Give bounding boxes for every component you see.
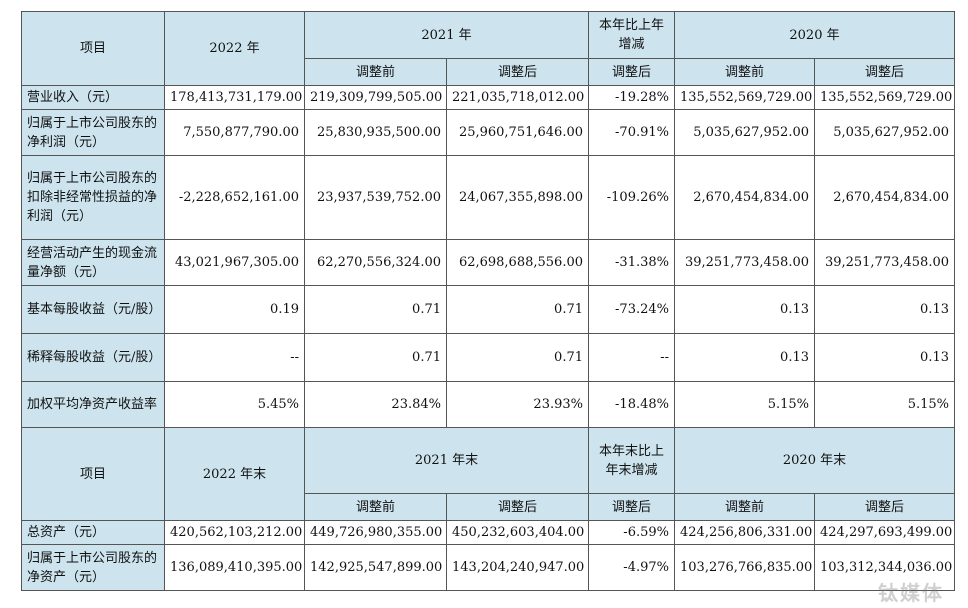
header-2021-end: 2021 年末 <box>304 427 589 494</box>
cell-2022: 0.19 <box>164 285 305 334</box>
header-2020-after: 调整后 <box>814 58 955 86</box>
cell-2021-before: 142,925,547,899.00 <box>304 544 447 591</box>
cell-2022: 420,562,103,212.00 <box>164 520 305 545</box>
header-2020-end: 2020 年末 <box>674 427 955 494</box>
header-2022-end: 2022 年末 <box>164 427 305 521</box>
financial-table: 项目 2022 年 2021 年 本年比上年增减 2020 年 调整前 调整后 … <box>21 11 955 591</box>
cell-2021-before: 23,937,539,752.00 <box>304 155 447 240</box>
header-row-2: 项目 2022 年末 2021 年末 本年末比上年末增减 2020 年末 <box>21 427 955 521</box>
header-2020: 2020 年 <box>674 11 955 59</box>
cell-2020-before: 424,256,806,331.00 <box>674 520 815 545</box>
cell-change: -18.48% <box>588 381 675 428</box>
cell-2020-after: 39,251,773,458.00 <box>814 239 955 286</box>
row-label: 稀释每股收益（元/股） <box>21 333 165 382</box>
cell-2021-after: 25,960,751,646.00 <box>446 109 589 156</box>
header-2021: 2021 年 <box>304 11 589 59</box>
cell-2020-before: 103,276,766,835.00 <box>674 544 815 591</box>
cell-2020-before: 5,035,627,952.00 <box>674 109 815 156</box>
header-change: 本年比上年增减 <box>588 11 675 59</box>
cell-2020-after: 0.13 <box>814 333 955 382</box>
row-label: 经营活动产生的现金流量净额（元） <box>21 239 165 286</box>
row-label: 总资产（元） <box>21 520 165 545</box>
header-2020-before: 调整前 <box>674 493 815 521</box>
cell-2021-after: 23.93% <box>446 381 589 428</box>
row-label: 归属于上市公司股东的净资产（元） <box>21 544 165 591</box>
watermark-logo: 钛媒体 <box>878 581 944 605</box>
header-2020-after: 调整后 <box>814 493 955 521</box>
cell-2021-before: 0.71 <box>304 285 447 334</box>
table-row: 总资产（元） 420,562,103,212.00 449,726,980,35… <box>21 520 955 545</box>
cell-2020-after: 5,035,627,952.00 <box>814 109 955 156</box>
cell-2022: 178,413,731,179.00 <box>164 85 305 110</box>
header-2021-after: 调整后 <box>446 58 589 86</box>
cell-2020-before: 0.13 <box>674 285 815 334</box>
row-label: 营业收入（元） <box>21 85 165 110</box>
header-2020-before: 调整前 <box>674 58 815 86</box>
header-row-2-sub: 调整前 调整后 调整后 调整前 调整后 <box>22 493 955 521</box>
cell-2021-after: 0.71 <box>446 285 589 334</box>
table-row: 经营活动产生的现金流量净额（元） 43,021,967,305.00 62,27… <box>21 239 955 286</box>
cell-2020-after: 135,552,569,729.00 <box>814 85 955 110</box>
cell-change: -19.28% <box>588 85 675 110</box>
cell-2020-after: 424,297,693,499.00 <box>814 520 955 545</box>
cell-2021-after: 143,204,240,947.00 <box>446 544 589 591</box>
cell-2021-after: 0.71 <box>446 333 589 382</box>
cell-change: -73.24% <box>588 285 675 334</box>
cell-2020-before: 135,552,569,729.00 <box>674 85 815 110</box>
cell-2020-before: 0.13 <box>674 333 815 382</box>
cell-2021-before: 219,309,799,505.00 <box>304 85 447 110</box>
header-2021-before: 调整前 <box>304 493 447 521</box>
cell-change: -31.38% <box>588 239 675 286</box>
row-label: 归属于上市公司股东的扣除非经常性损益的净利润（元） <box>21 155 165 240</box>
header-item: 项目 <box>21 427 165 521</box>
cell-2021-before: 62,270,556,324.00 <box>304 239 447 286</box>
cell-2021-after: 221,035,718,012.00 <box>446 85 589 110</box>
cell-change: -6.59% <box>588 520 675 545</box>
table-row: 归属于上市公司股东的扣除非经常性损益的净利润（元） -2,228,652,161… <box>21 155 955 240</box>
row-label: 加权平均净资产收益率 <box>21 381 165 428</box>
cell-change: -4.97% <box>588 544 675 591</box>
cell-2021-before: 23.84% <box>304 381 447 428</box>
cell-2020-before: 5.15% <box>674 381 815 428</box>
row-label: 基本每股收益（元/股） <box>21 285 165 334</box>
cell-2022: -- <box>164 333 305 382</box>
header-change-end: 本年末比上年末增减 <box>588 427 675 494</box>
header-2021-before: 调整前 <box>304 58 447 86</box>
header-item: 项目 <box>21 11 165 86</box>
cell-change: -70.91% <box>588 109 675 156</box>
table-row: 稀释每股收益（元/股） -- 0.71 0.71 -- 0.13 0.13 <box>21 333 955 382</box>
cell-2020-after: 5.15% <box>814 381 955 428</box>
table-row: 基本每股收益（元/股） 0.19 0.71 0.71 -73.24% 0.13 … <box>21 285 955 334</box>
header-2021-after: 调整后 <box>446 493 589 521</box>
cell-change: -- <box>588 333 675 382</box>
header-change-after: 调整后 <box>588 493 675 521</box>
header-row-1: 项目 2022 年 2021 年 本年比上年增减 2020 年 <box>21 11 955 86</box>
cell-2022: 7,550,877,790.00 <box>164 109 305 156</box>
cell-2021-before: 0.71 <box>304 333 447 382</box>
cell-2020-before: 39,251,773,458.00 <box>674 239 815 286</box>
cell-2020-after: 2,670,454,834.00 <box>814 155 955 240</box>
table-row: 营业收入（元） 178,413,731,179.00 219,309,799,5… <box>21 85 955 110</box>
header-row-1-sub: 调整前 调整后 调整后 调整前 调整后 <box>22 58 955 86</box>
cell-2022: 5.45% <box>164 381 305 428</box>
table-row: 加权平均净资产收益率 5.45% 23.84% 23.93% -18.48% 5… <box>21 381 955 428</box>
cell-2021-before: 449,726,980,355.00 <box>304 520 447 545</box>
cell-change: -109.26% <box>588 155 675 240</box>
header-change-after: 调整后 <box>588 58 675 86</box>
cell-2021-after: 450,232,603,404.00 <box>446 520 589 545</box>
header-2022: 2022 年 <box>164 11 305 86</box>
cell-2020-before: 2,670,454,834.00 <box>674 155 815 240</box>
cell-2021-before: 25,830,935,500.00 <box>304 109 447 156</box>
table-row: 归属于上市公司股东的净资产（元） 136,089,410,395.00 142,… <box>21 544 955 591</box>
cell-2021-after: 62,698,688,556.00 <box>446 239 589 286</box>
cell-2022: 136,089,410,395.00 <box>164 544 305 591</box>
table-row: 归属于上市公司股东的净利润（元） 7,550,877,790.00 25,830… <box>21 109 955 156</box>
cell-2021-after: 24,067,355,898.00 <box>446 155 589 240</box>
cell-2022: -2,228,652,161.00 <box>164 155 305 240</box>
cell-2022: 43,021,967,305.00 <box>164 239 305 286</box>
cell-2020-after: 103,312,344,036.00 <box>814 544 955 591</box>
row-label: 归属于上市公司股东的净利润（元） <box>21 109 165 156</box>
cell-2020-after: 0.13 <box>814 285 955 334</box>
